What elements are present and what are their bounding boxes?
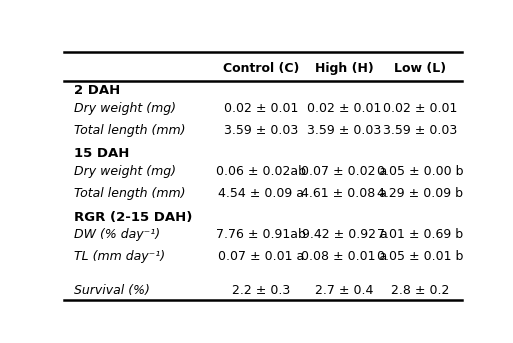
Text: 2.8 ± 0.2: 2.8 ± 0.2 [391,284,449,297]
Text: 9.42 ± 0.92 a: 9.42 ± 0.92 a [302,228,387,241]
Text: Total length (mm): Total length (mm) [74,123,186,137]
Text: 4.54 ± 0.09 a: 4.54 ± 0.09 a [218,187,304,200]
Text: Low (L): Low (L) [394,62,446,75]
Text: RGR (2-15 DAH): RGR (2-15 DAH) [74,211,192,224]
Text: 7.76 ± 0.91ab: 7.76 ± 0.91ab [216,228,306,241]
Text: 0.02 ± 0.01: 0.02 ± 0.01 [383,102,457,115]
Text: Dry weight (mg): Dry weight (mg) [74,102,176,115]
Text: 0.07 ± 0.01 a: 0.07 ± 0.01 a [218,250,304,263]
Text: 0.07 ± 0.02 a: 0.07 ± 0.02 a [301,165,387,178]
Text: 4.61 ± 0.08 a: 4.61 ± 0.08 a [302,187,387,200]
Text: High (H): High (H) [315,62,374,75]
Text: 0.08 ± 0.01 a: 0.08 ± 0.01 a [301,250,387,263]
Text: 0.06 ± 0.02ab: 0.06 ± 0.02ab [216,165,306,178]
Text: 0.02 ± 0.01: 0.02 ± 0.01 [224,102,298,115]
Text: 0.02 ± 0.01: 0.02 ± 0.01 [307,102,382,115]
Text: 0.05 ± 0.00 b: 0.05 ± 0.00 b [377,165,463,178]
Text: TL (mm day⁻¹): TL (mm day⁻¹) [74,250,165,263]
Text: Dry weight (mg): Dry weight (mg) [74,165,176,178]
Text: 0.05 ± 0.01 b: 0.05 ± 0.01 b [377,250,463,263]
Text: 3.59 ± 0.03: 3.59 ± 0.03 [307,123,382,137]
Text: 3.59 ± 0.03: 3.59 ± 0.03 [383,123,457,137]
Text: Control (C): Control (C) [223,62,299,75]
Text: 2.2 ± 0.3: 2.2 ± 0.3 [232,284,290,297]
Text: 3.59 ± 0.03: 3.59 ± 0.03 [224,123,298,137]
Text: 2 DAH: 2 DAH [74,84,121,97]
Text: 2.7 ± 0.4: 2.7 ± 0.4 [315,284,373,297]
Text: Survival (%): Survival (%) [74,284,150,297]
Text: 7.01 ± 0.69 b: 7.01 ± 0.69 b [377,228,463,241]
Text: Total length (mm): Total length (mm) [74,187,186,200]
Text: DW (% day⁻¹): DW (% day⁻¹) [74,228,160,241]
Text: 15 DAH: 15 DAH [74,147,129,161]
Text: 4.29 ± 0.09 b: 4.29 ± 0.09 b [377,187,463,200]
